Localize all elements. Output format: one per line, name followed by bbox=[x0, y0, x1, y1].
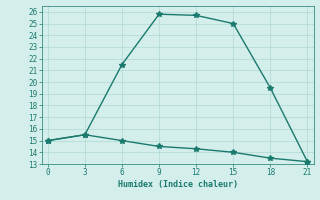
X-axis label: Humidex (Indice chaleur): Humidex (Indice chaleur) bbox=[118, 180, 237, 189]
